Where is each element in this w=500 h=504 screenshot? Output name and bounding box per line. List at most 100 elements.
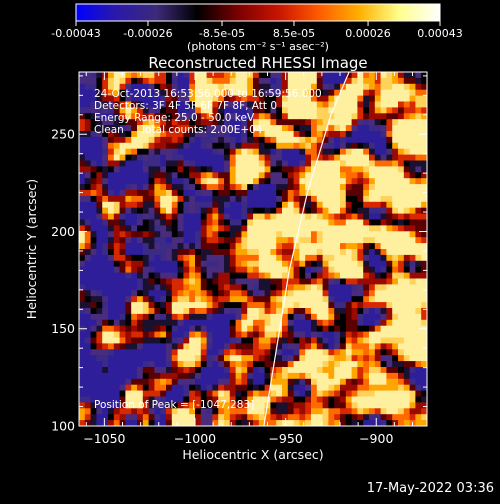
heatmap-cell xyxy=(322,367,329,374)
heatmap-cell xyxy=(96,319,103,327)
heatmap-cell xyxy=(270,160,277,167)
heatmap-cell xyxy=(369,343,376,350)
heatmap-cell xyxy=(421,119,427,126)
heatmap-cell xyxy=(218,420,225,426)
heatmap-cell xyxy=(421,190,427,197)
heatmap-cell xyxy=(421,101,427,108)
heatmap-cell xyxy=(119,184,126,191)
heatmap-cell xyxy=(154,243,161,250)
heatmap-cell xyxy=(369,243,376,250)
heatmap-cell xyxy=(282,378,289,386)
heatmap-cell xyxy=(235,237,242,244)
heatmap-cell xyxy=(235,131,242,138)
heatmap-cell xyxy=(102,113,109,120)
heatmap-cell xyxy=(79,77,86,85)
heatmap-cell xyxy=(125,101,132,108)
heatmap-cell xyxy=(154,284,161,291)
heatmap-cell xyxy=(253,119,260,126)
heatmap-cell xyxy=(299,101,306,108)
heatmap-cell xyxy=(160,249,167,256)
heatmap-cell xyxy=(421,349,427,356)
heatmap-cell xyxy=(380,402,387,409)
heatmap-cell xyxy=(200,343,208,350)
x-tick-label: −1050 xyxy=(83,431,125,446)
heatmap-cell xyxy=(113,290,121,297)
heatmap-cell xyxy=(96,77,103,85)
heatmap-cell xyxy=(224,77,231,85)
heatmap-cell xyxy=(253,207,260,215)
heatmap-cell xyxy=(253,361,260,368)
heatmap-cell xyxy=(398,225,405,232)
heatmap-cell xyxy=(90,337,97,344)
heatmap-cell xyxy=(334,225,341,232)
heatmap-cell xyxy=(334,355,341,362)
heatmap-cell xyxy=(386,72,393,79)
heatmap-cell xyxy=(247,101,254,108)
heatmap-cell xyxy=(212,184,219,191)
heatmap-cell xyxy=(96,296,103,303)
heatmap-cell xyxy=(218,154,225,162)
heatmap-cell xyxy=(189,308,196,315)
heatmap-cell xyxy=(264,231,271,238)
heatmap-cell xyxy=(258,107,266,114)
heatmap-cell xyxy=(258,213,266,221)
heatmap-cell xyxy=(247,313,254,321)
heatmap-cell xyxy=(206,231,213,238)
heatmap-cell xyxy=(102,190,109,197)
heatmap-cell xyxy=(322,355,329,362)
heatmap-cell xyxy=(264,136,271,144)
heatmap-cell xyxy=(374,414,382,421)
heatmap-cell xyxy=(398,160,405,167)
heatmap-cell xyxy=(421,219,427,226)
heatmap-cell xyxy=(415,361,422,368)
heatmap-cell xyxy=(421,154,427,162)
heatmap-cell xyxy=(316,260,324,268)
heatmap-cell xyxy=(160,190,167,197)
heatmap-cell xyxy=(108,131,115,138)
heatmap-cell xyxy=(79,178,86,185)
heatmap-cell xyxy=(224,249,231,256)
heatmap-cell xyxy=(154,378,161,386)
heatmap-cell xyxy=(125,231,132,238)
heatmap-cell xyxy=(212,266,219,274)
heatmap-cell xyxy=(90,107,97,114)
heatmap-cell xyxy=(200,77,208,85)
heatmap-cell xyxy=(206,349,213,356)
heatmap-cell xyxy=(357,367,364,374)
heatmap-cell xyxy=(264,201,271,209)
heatmap-cell xyxy=(398,249,405,256)
heatmap-cell xyxy=(357,337,364,344)
heatmap-cell xyxy=(398,290,405,297)
heatmap-cell xyxy=(212,231,219,238)
heatmap-cell xyxy=(363,372,370,380)
heatmap-cell xyxy=(299,296,306,303)
heatmap-cell xyxy=(206,154,213,162)
heatmap-cell xyxy=(142,107,150,114)
heatmap-cell xyxy=(369,361,376,368)
heatmap-cell xyxy=(392,125,399,132)
heatmap-cell xyxy=(160,77,167,85)
heatmap-cell xyxy=(247,172,254,179)
heatmap-cell xyxy=(270,319,277,327)
heatmap-cell xyxy=(131,83,138,91)
heatmap-cell xyxy=(351,325,358,333)
heatmap-cell xyxy=(415,77,422,85)
heatmap-cell xyxy=(235,243,242,250)
heatmap-cell xyxy=(102,284,109,291)
heatmap-cell xyxy=(403,243,411,250)
heatmap-cell xyxy=(258,302,266,309)
heatmap-cell xyxy=(102,343,109,350)
heatmap-cell xyxy=(369,378,376,386)
heatmap-cell xyxy=(247,260,254,268)
heatmap-cell xyxy=(113,184,121,191)
heatmap-cell xyxy=(229,190,237,197)
heatmap-cell xyxy=(102,278,109,285)
heatmap-cell xyxy=(166,408,173,415)
heatmap-cell xyxy=(415,184,422,191)
heatmap-cell xyxy=(90,148,97,156)
heatmap-cell xyxy=(299,237,306,244)
heatmap-cell xyxy=(374,408,382,415)
heatmap-cell xyxy=(247,231,254,238)
heatmap-cell xyxy=(212,89,219,97)
heatmap-cell xyxy=(241,384,248,392)
